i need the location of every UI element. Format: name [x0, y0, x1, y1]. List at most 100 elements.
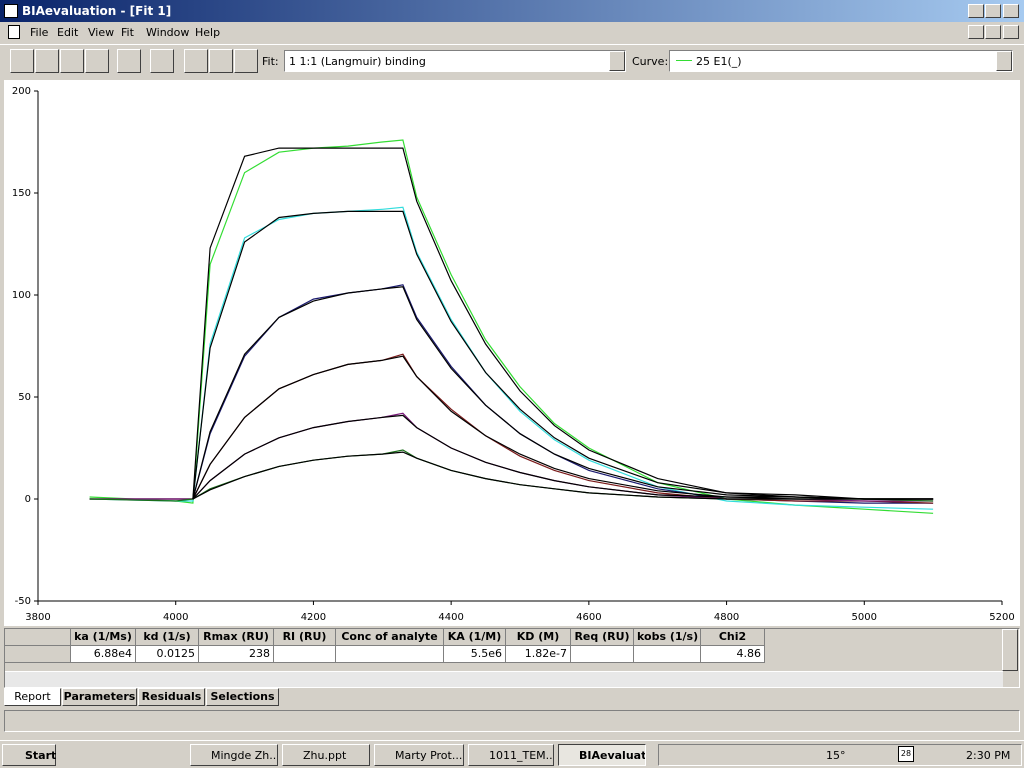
chart: -50 0 50 100 150 200 3800 4000 4200 4400 4600 4800 5…	[4, 80, 1020, 626]
mdi-button[interactable]	[985, 25, 1001, 39]
table-cell: 0.0125	[136, 646, 199, 663]
taskbar-item[interactable]: Marty Prot...	[374, 744, 464, 766]
curve	[192, 210, 934, 500]
h-scrollbar[interactable]	[5, 671, 1003, 687]
x-tick-label: 4400	[438, 612, 463, 623]
dropdown-arrow[interactable]	[609, 51, 625, 71]
tool-button[interactable]	[209, 49, 233, 73]
fit-dropdown[interactable]: 1 1:1 (Langmuir) binding	[284, 50, 626, 72]
tool-button[interactable]	[60, 49, 84, 73]
menu-item[interactable]: Window	[146, 26, 190, 39]
maximize-button[interactable]	[985, 4, 1001, 18]
curve-value: 25 E1(_)	[696, 55, 742, 68]
x-tick-label: 4600	[576, 612, 601, 623]
fit-value: 1 1:1 (Langmuir) binding	[289, 55, 426, 68]
system-tray	[658, 744, 1022, 766]
app-icon	[4, 4, 18, 18]
y-tick-label: 50	[18, 392, 31, 403]
column-header: Rmax (RU)	[199, 629, 274, 646]
row-header	[5, 646, 71, 663]
curve-swatch	[676, 60, 692, 61]
taskbar-item[interactable]: Mingde Zh...	[190, 744, 278, 766]
table-cell: 5.5e6	[444, 646, 506, 663]
tool-button[interactable]	[117, 49, 141, 73]
column-header: KD (M)	[506, 629, 571, 646]
tool-button[interactable]	[150, 49, 174, 73]
curve	[89, 139, 934, 514]
temperature: 15°	[826, 749, 846, 762]
x-tick-label: 4200	[301, 612, 326, 623]
tool-button[interactable]	[234, 49, 258, 73]
column-header: kobs (1/s)	[634, 629, 701, 646]
hatched-cell	[571, 646, 634, 663]
taskbar: Start Mingde Zh... Zhu.ppt Marty Prot... 101…	[0, 740, 1024, 768]
x-tick-label: 5200	[989, 612, 1014, 623]
column-header: ka (1/Ms)	[71, 629, 136, 646]
dropdown-arrow[interactable]	[996, 51, 1012, 71]
mdi-button[interactable]	[1003, 25, 1019, 39]
menu-bar: File Edit View Fit Window Help	[0, 22, 1024, 42]
fit-label: Fit:	[262, 55, 279, 68]
status-bar	[4, 710, 1020, 732]
x-tick-label: 3800	[25, 612, 50, 623]
tool-button[interactable]	[85, 49, 109, 73]
hatched-cell	[274, 646, 336, 663]
menu-item[interactable]: View	[88, 26, 115, 39]
menu-item[interactable]: Edit	[57, 26, 79, 39]
hatched-cell	[634, 646, 701, 663]
window-title: BIAevaluation - [Fit 1]	[22, 4, 172, 18]
tool-button[interactable]	[10, 49, 34, 73]
scrollbar[interactable]	[1002, 629, 1018, 671]
doc-icon	[8, 25, 20, 39]
clock: 2:30 PM	[966, 749, 1011, 762]
y-tick-label: 0	[25, 494, 31, 505]
menu-item[interactable]: Fit	[121, 26, 134, 39]
x-tick-label: 4800	[714, 612, 739, 623]
tab[interactable]: Residuals	[138, 688, 205, 706]
y-tick-label: 100	[12, 290, 31, 301]
close-button[interactable]	[1003, 4, 1019, 18]
minimize-button[interactable]	[968, 4, 984, 18]
column-header: Conc of analyte	[336, 629, 444, 646]
taskbar-item[interactable]: Zhu.ppt	[282, 744, 370, 766]
taskbar-item[interactable]: BIAevaluati...	[558, 744, 646, 766]
start-button[interactable]: Start	[2, 744, 56, 766]
curve-label: Curve:	[632, 55, 669, 68]
curve	[192, 286, 934, 500]
column-header: KA (1/M)	[444, 629, 506, 646]
curve-dropdown[interactable]: 25 E1(_)	[669, 50, 1013, 72]
menu-item[interactable]: Help	[195, 26, 221, 39]
mdi-button[interactable]	[968, 25, 984, 39]
column-header: kd (1/s)	[136, 629, 199, 646]
results-table: ka (1/Ms) 6.88e4 kd (1/s) 0.0125 Rmax (RU) 23…	[4, 628, 1020, 688]
toolbar: Fit: 1 1:1 (Langmuir) binding Curve: 25 …	[0, 44, 1024, 78]
title-bar: BIAevaluation - [Fit 1]	[0, 0, 1024, 22]
table-cell: 4.86	[701, 646, 765, 663]
y-tick-label: 200	[12, 86, 31, 97]
curve	[192, 451, 934, 500]
tab[interactable]: Parameters	[62, 688, 137, 706]
date-icon: 28	[898, 746, 914, 762]
y-tick-label: -50	[15, 596, 31, 607]
column-header: Req (RU)	[571, 629, 634, 646]
y-tick-label: 150	[12, 188, 31, 199]
table-cell: 1.82e-7	[506, 646, 571, 663]
x-tick-label: 4000	[163, 612, 188, 623]
hatched-cell	[336, 646, 444, 663]
column-header: RI (RU)	[274, 629, 336, 646]
column-header: Chi2	[701, 629, 765, 646]
tab-strip: Report Parameters Residuals Selections	[4, 688, 1020, 706]
chart-background	[4, 80, 1020, 626]
tool-button[interactable]	[35, 49, 59, 73]
taskbar-item[interactable]: 1011_TEM...	[468, 744, 554, 766]
x-tick-label: 5000	[852, 612, 877, 623]
tool-button[interactable]	[184, 49, 208, 73]
menu-item[interactable]: File	[30, 26, 49, 39]
tab[interactable]: Report	[4, 688, 61, 706]
tab[interactable]: Selections	[206, 688, 279, 706]
curve	[192, 414, 934, 500]
curve	[89, 284, 934, 504]
row-header	[5, 629, 71, 646]
table-cell: 238	[199, 646, 274, 663]
